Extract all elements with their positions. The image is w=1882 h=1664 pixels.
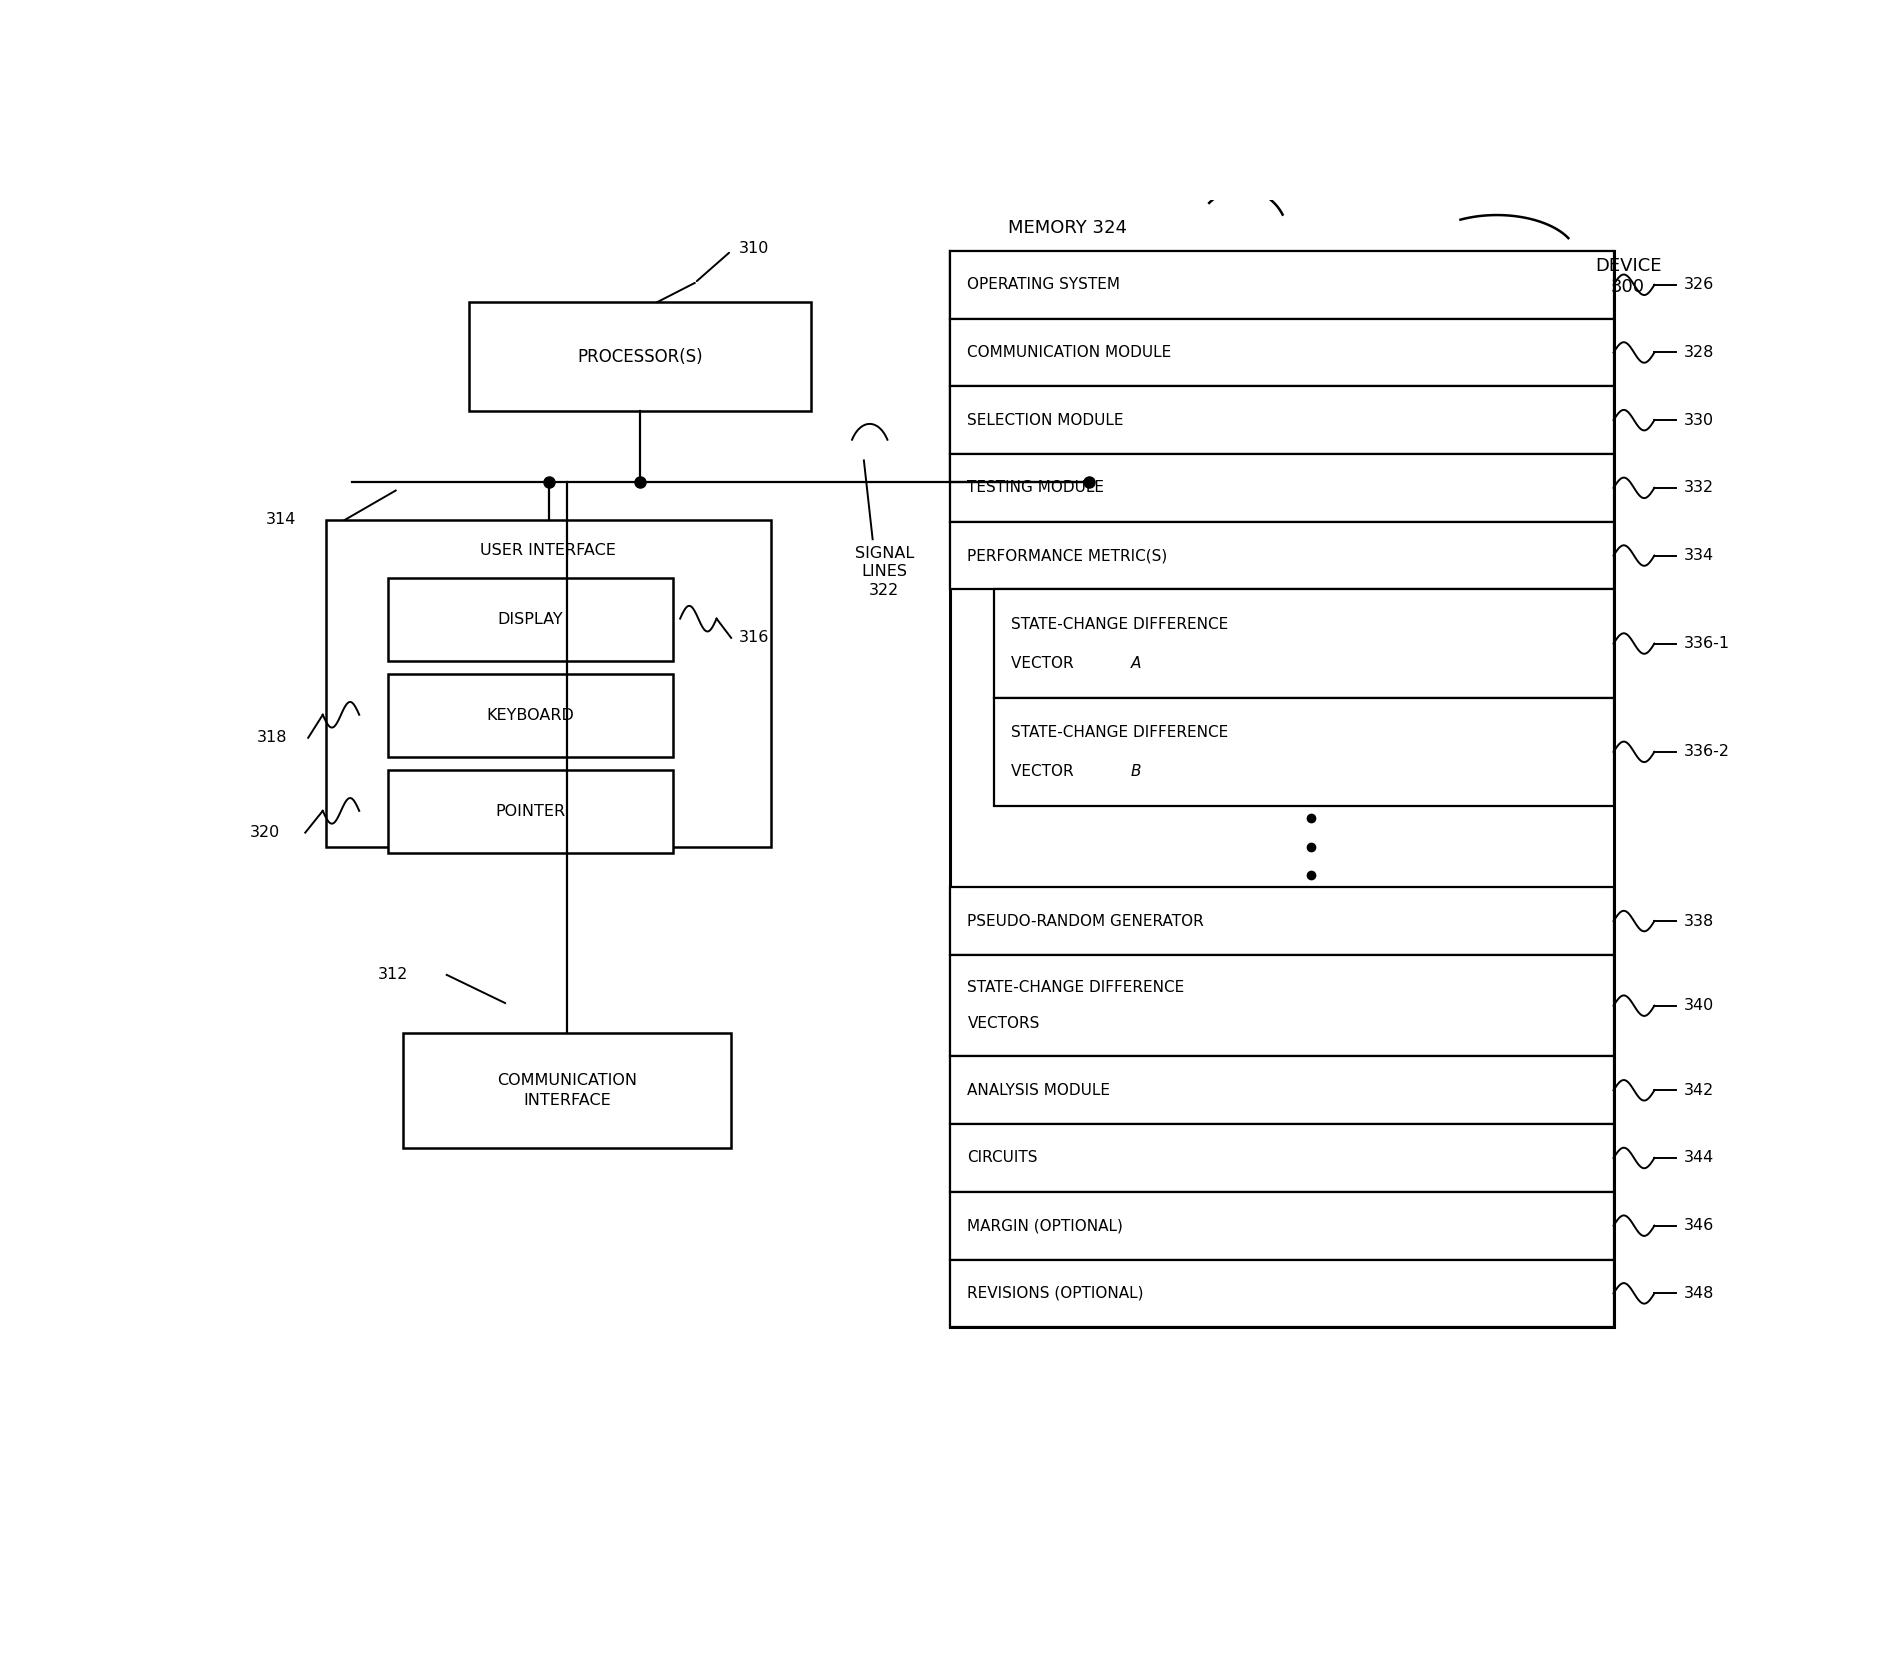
Bar [950,522,1613,589]
Bar [950,955,1613,1057]
Text: REVISIONS (OPTIONAL): REVISIONS (OPTIONAL) [967,1286,1144,1301]
Bar [950,251,1613,318]
Text: 334: 334 [1684,547,1715,562]
Text: MARGIN (OPTIONAL): MARGIN (OPTIONAL) [967,1218,1124,1233]
Text: 344: 344 [1684,1150,1715,1165]
Bar [326,519,770,847]
Bar [388,674,674,757]
Text: 336-2: 336-2 [1684,744,1730,759]
Text: MEMORY 324: MEMORY 324 [1009,220,1127,236]
Text: 328: 328 [1684,344,1715,359]
Text: VECTORS: VECTORS [967,1017,1041,1032]
Bar [950,1057,1613,1125]
Text: STATE-CHANGE DIFFERENCE: STATE-CHANGE DIFFERENCE [967,980,1184,995]
Text: CIRCUITS: CIRCUITS [967,1150,1039,1165]
Bar [950,251,1613,1328]
Text: STATE-CHANGE DIFFERENCE: STATE-CHANGE DIFFERENCE [1011,726,1229,740]
Text: POINTER: POINTER [495,804,566,819]
Text: DISPLAY: DISPLAY [499,612,563,627]
Text: PSEUDO-RANDOM GENERATOR: PSEUDO-RANDOM GENERATOR [967,914,1204,929]
Bar [950,1125,1613,1191]
Text: COMMUNICATION MODULE: COMMUNICATION MODULE [967,344,1172,359]
Bar [950,454,1613,522]
Bar [388,577,674,661]
Bar [950,318,1613,386]
Text: SELECTION MODULE: SELECTION MODULE [967,413,1124,428]
Text: A: A [1131,656,1140,671]
Bar [403,1032,730,1148]
Text: 318: 318 [258,730,288,745]
Text: TESTING MODULE: TESTING MODULE [967,481,1105,496]
Text: STATE-CHANGE DIFFERENCE: STATE-CHANGE DIFFERENCE [1011,617,1229,632]
Text: 314: 314 [265,513,297,527]
Text: PROCESSOR(S): PROCESSOR(S) [578,348,702,366]
Text: 326: 326 [1684,278,1715,293]
Text: 330: 330 [1684,413,1715,428]
Text: B: B [1131,764,1140,779]
Text: 332: 332 [1684,481,1715,496]
Text: 320: 320 [250,825,280,840]
Text: USER INTERFACE: USER INTERFACE [480,542,615,557]
Text: 346: 346 [1684,1218,1715,1233]
Text: VECTOR: VECTOR [1011,656,1078,671]
Text: COMMUNICATION
INTERFACE: COMMUNICATION INTERFACE [497,1073,638,1108]
Bar [950,887,1613,955]
Bar [469,303,811,411]
Bar [950,1260,1613,1328]
Text: DEVICE
300: DEVICE 300 [1594,258,1662,296]
Text: 348: 348 [1684,1286,1715,1301]
Bar [994,697,1613,805]
Text: 336-1: 336-1 [1684,636,1730,651]
Bar [994,589,1613,697]
Text: VECTOR: VECTOR [1011,764,1078,779]
Text: 310: 310 [738,241,770,256]
Text: SIGNAL
LINES
322: SIGNAL LINES 322 [854,546,915,597]
Text: 340: 340 [1684,998,1715,1013]
Bar [950,1191,1613,1260]
Bar [388,770,674,854]
Text: KEYBOARD: KEYBOARD [487,707,574,722]
Text: 312: 312 [378,967,408,982]
Text: 342: 342 [1684,1083,1715,1098]
Text: OPERATING SYSTEM: OPERATING SYSTEM [967,278,1120,293]
Text: ANALYSIS MODULE: ANALYSIS MODULE [967,1083,1110,1098]
Text: 338: 338 [1684,914,1715,929]
Text: PERFORMANCE METRIC(S): PERFORMANCE METRIC(S) [967,547,1167,562]
Text: 316: 316 [738,631,770,646]
Bar [950,386,1613,454]
